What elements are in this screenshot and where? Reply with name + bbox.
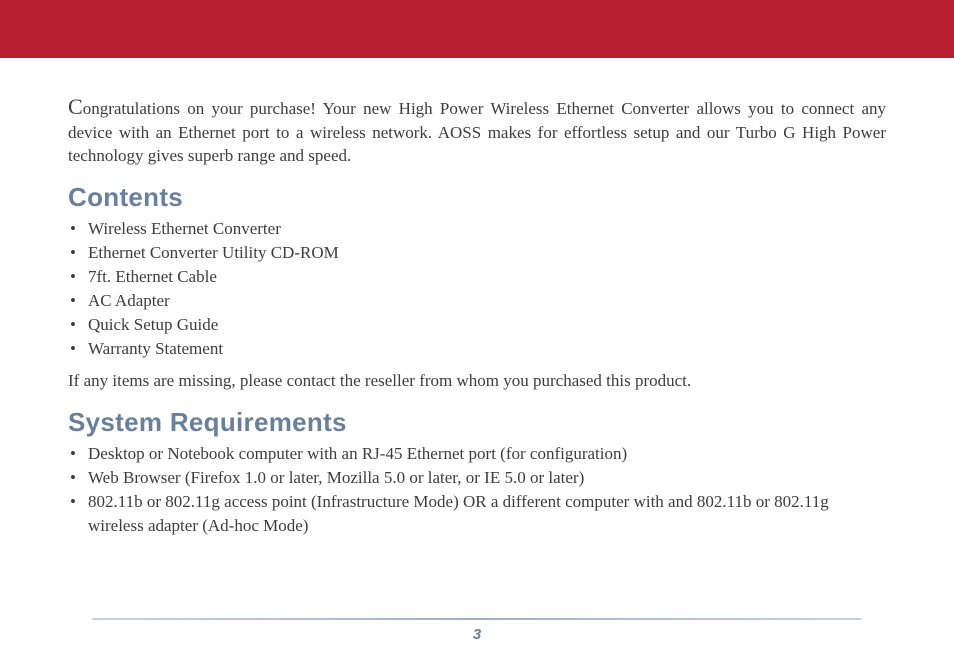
page-number: 3 — [0, 626, 954, 643]
contents-note: If any items are missing, please contact… — [68, 369, 886, 392]
requirements-item-3-text: 802.11b or 802.11g access point (Infrast… — [88, 490, 886, 538]
requirements-heading: System Requirements — [68, 407, 886, 438]
contents-list: Wireless Ethernet Converter Ethernet Con… — [68, 217, 886, 362]
page-body: Congratulations on your purchase! Your n… — [0, 58, 954, 538]
header-red-bar — [0, 0, 954, 58]
list-item: 802.11b or 802.11g access point (Infrast… — [68, 490, 886, 538]
page-footer: 3 — [0, 618, 954, 643]
intro-text: ongratulations on your purchase! Your ne… — [68, 99, 886, 165]
list-item: Quick Setup Guide — [68, 313, 886, 337]
requirements-list: Desktop or Notebook computer with an RJ-… — [68, 442, 886, 539]
list-item: 7ft. Ethernet Cable — [68, 265, 886, 289]
list-item: Desktop or Notebook computer with an RJ-… — [68, 442, 886, 466]
list-item: Warranty Statement — [68, 337, 886, 361]
intro-dropcap: C — [68, 94, 83, 119]
intro-paragraph: Congratulations on your purchase! Your n… — [68, 92, 886, 168]
list-item: AC Adapter — [68, 289, 886, 313]
list-item: Web Browser (Firefox 1.0 or later, Mozil… — [68, 466, 886, 490]
list-item: Ethernet Converter Utility CD-ROM — [68, 241, 886, 265]
contents-heading: Contents — [68, 182, 886, 213]
list-item: Wireless Ethernet Converter — [68, 217, 886, 241]
footer-rule — [92, 618, 862, 620]
